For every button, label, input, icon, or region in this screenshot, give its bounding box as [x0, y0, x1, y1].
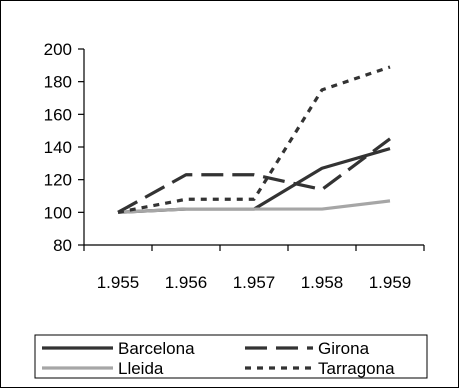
y-tick-label: 120: [44, 171, 72, 190]
x-tick-label: 1.956: [165, 273, 208, 292]
series-line-tarragona: [117, 65, 391, 214]
legend-label-lleida: Lleida: [118, 359, 164, 378]
x-tick-label: 1.958: [301, 273, 344, 292]
y-tick-label: 100: [44, 203, 72, 222]
series-line-lleida: [117, 199, 391, 214]
legend-label-tarragona: Tarragona: [318, 359, 395, 378]
y-tick-label: 200: [44, 40, 72, 59]
legend-label-girona: Girona: [318, 339, 370, 358]
series-line-girona: [117, 137, 391, 214]
x-tick-label: 1.959: [369, 273, 412, 292]
y-tick-label: 180: [44, 73, 72, 92]
y-tick-label: 80: [53, 236, 72, 255]
y-ticks: 80 100 120 140 160 180 200: [44, 40, 84, 255]
axes: [83, 49, 424, 246]
x-ticks: 1.955 1.956 1.957 1.958 1.959: [83, 245, 425, 292]
legend: Barcelona Girona Lleida Tarragona: [34, 334, 428, 379]
y-tick-label: 160: [44, 105, 72, 124]
series-line-barcelona: [117, 147, 391, 214]
x-tick-label: 1.957: [233, 273, 276, 292]
x-tick-label: 1.955: [97, 273, 140, 292]
legend-label-barcelona: Barcelona: [118, 339, 195, 358]
series-lines: [117, 65, 391, 214]
y-tick-label: 140: [44, 138, 72, 157]
legend-box: [34, 334, 428, 379]
